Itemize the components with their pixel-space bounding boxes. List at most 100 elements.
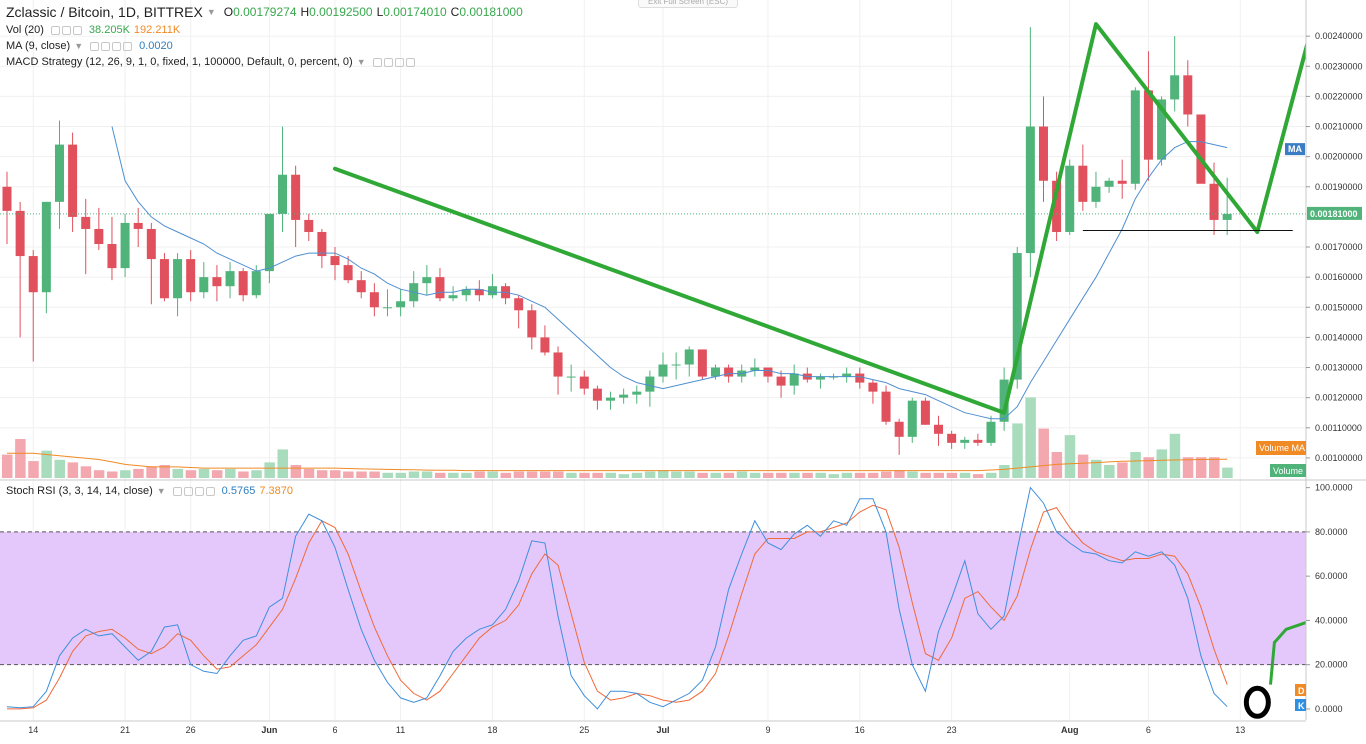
price-tick-label: 0.00140000 [1315,332,1363,342]
close-icon [206,487,215,496]
candle-body [278,175,287,214]
volume-bar [501,473,512,478]
volume-bar [2,455,13,478]
volume-bar [999,465,1010,478]
volume-bar [934,473,945,478]
volume-bar [1012,423,1023,478]
date-label: 26 [186,725,196,735]
code-icon [384,58,393,67]
candle-body [855,374,864,383]
candle-body [147,229,156,259]
volume-bar [829,474,840,478]
volume-badge: Volume [1273,466,1303,476]
plus-icon [195,487,204,496]
volume-bar [815,473,826,478]
candle-body [724,368,733,377]
candle-body [672,365,681,366]
candle-body [3,187,12,211]
eye-icon [173,487,182,496]
volume-bar [343,472,354,479]
ma-badge: MA [1288,144,1302,154]
volume-bar [133,469,144,478]
volume-bar [1038,429,1049,478]
candle [921,398,930,425]
candle-body [698,349,707,376]
candle [908,398,917,443]
volume-bar [881,472,892,479]
volume-bar [435,473,446,478]
stoch-tick-label: 0.0000 [1315,704,1343,714]
candle-body [632,392,641,395]
volume-bar [658,470,669,478]
vol-label[interactable]: Vol (20) [6,24,44,36]
ma-dropdown-icon[interactable]: ▼ [74,41,83,51]
close-icon [406,58,415,67]
candle-body [540,337,549,352]
candle-body [449,295,458,298]
candle-body [973,440,982,443]
candle-body [81,217,90,229]
macd-dropdown-icon[interactable]: ▼ [357,57,366,67]
candle [160,253,169,301]
volume-bar [487,472,498,479]
candle-body [960,440,969,443]
volume-bar [1104,465,1115,478]
candle-body [619,395,628,398]
volume-bar [1170,434,1181,478]
volume-bar [776,473,787,478]
candle-body [908,401,917,437]
macd-controls[interactable] [373,58,415,67]
volume-ma-badge: Volume MA [1259,443,1305,453]
stoch-tick-label: 20.0000 [1315,660,1348,670]
price-tick-label: 0.00190000 [1315,182,1363,192]
volume-bar [409,472,420,479]
price-tick-label: 0.00130000 [1315,363,1363,373]
volume-bar [448,473,459,478]
candle-body [226,271,235,286]
volume-bar [264,462,275,478]
date-label: 21 [120,725,130,735]
ma-controls[interactable] [90,42,132,51]
ma-label[interactable]: MA (9, close) [6,40,70,52]
candle-body [567,377,576,378]
stoch-dropdown-icon[interactable]: ▼ [157,486,166,496]
candle-body [239,271,248,295]
volume-bar [225,469,236,478]
volume-bar [173,469,184,478]
macd-label[interactable]: MACD Strategy (12, 26, 9, 1, 0, fixed, 1… [6,56,353,68]
copy-icon [395,58,404,67]
ma-legend: MA (9, close) ▼ 0.0020 [6,40,173,52]
symbol-title[interactable]: Zclassic / Bitcoin, 1D, BITTREX [6,4,203,20]
candle-body [645,377,654,392]
candle-body [554,352,563,376]
volume-bar [396,473,407,478]
candle-body [987,422,996,443]
exit-fullscreen-button[interactable]: Exit Full Screen (ESC) [638,0,738,8]
vol-controls[interactable] [51,26,82,35]
volume-bar [1065,435,1076,478]
vol-ma-value: 192.211K [134,24,180,36]
candle-body [711,368,720,377]
price-tick-label: 0.00170000 [1315,242,1363,252]
candle-body [777,377,786,386]
candle-body [42,202,51,292]
candle-body [16,211,25,256]
ohlc-value-c: 0.00181000 [459,5,522,19]
symbol-dropdown-icon[interactable]: ▼ [207,7,216,17]
candle-body [107,244,116,268]
stoch-label[interactable]: Stoch RSI (3, 3, 14, 14, close) [6,485,153,497]
candle-body [1118,181,1127,184]
candle-body [1091,187,1100,202]
volume-bar [619,474,630,478]
candle-body [357,280,366,292]
volume-bar [369,472,380,479]
stoch-tick-label: 40.0000 [1315,615,1348,625]
ohlc-value-o: 0.00179274 [233,5,296,19]
date-label: 6 [1146,725,1151,735]
volume-bar [750,473,761,478]
volume-bar [697,473,708,478]
stoch-controls[interactable] [173,487,215,496]
volume-bar [566,473,577,478]
